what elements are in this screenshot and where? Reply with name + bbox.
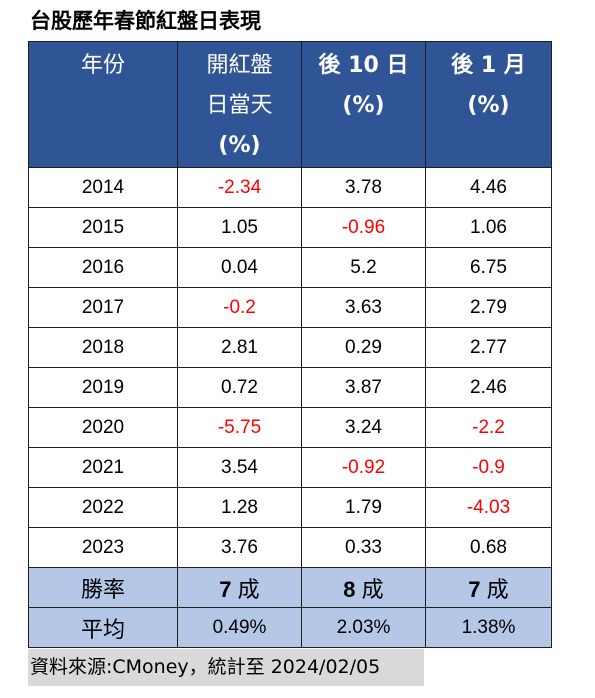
one-month-cell: 1.06	[425, 207, 552, 248]
year-cell: 2022	[28, 487, 178, 528]
one-month-cell: -4.03	[425, 487, 552, 528]
year-cell: 2016	[28, 247, 178, 288]
table-row: 2020 -5.75 3.24 -2.2	[28, 407, 552, 448]
header-day: 開紅盤 日當天 (%)	[177, 41, 302, 168]
one-month-cell: 4.46	[425, 167, 552, 208]
ten-day-cell: -0.92	[301, 447, 426, 488]
one-month-cell: 2.79	[425, 287, 552, 328]
one-month-cell: -2.2	[425, 407, 552, 448]
year-cell: 2018	[28, 327, 178, 368]
one-month-cell: 6.75	[425, 247, 552, 288]
table-row: 2023 3.76 0.33 0.68	[28, 527, 552, 568]
average-1month: 1.38%	[425, 607, 552, 648]
year-cell: 2014	[28, 167, 178, 208]
ten-day-cell: 0.33	[301, 527, 426, 568]
year-cell: 2017	[28, 287, 178, 328]
table-row: 2019 0.72 3.87 2.46	[28, 367, 552, 408]
header-10day: 後 10 日 (%)	[301, 41, 426, 168]
year-cell: 2020	[28, 407, 178, 448]
average-day: 0.49%	[177, 607, 302, 648]
ten-day-cell: 1.79	[301, 487, 426, 528]
ten-day-cell: 3.24	[301, 407, 426, 448]
ten-day-cell: 3.87	[301, 367, 426, 408]
day-cell: 3.54	[177, 447, 302, 488]
day-cell: -5.75	[177, 407, 302, 448]
header-1month: 後 1 月 (%)	[425, 41, 552, 168]
ten-day-cell: -0.96	[301, 207, 426, 248]
ten-day-cell: 3.63	[301, 287, 426, 328]
table-row: 2022 1.28 1.79 -4.03	[28, 487, 552, 528]
table-row: 2016 0.04 5.2 6.75	[28, 247, 552, 288]
ten-day-cell: 0.29	[301, 327, 426, 368]
win-rate-10day: 8 成	[301, 567, 426, 608]
day-cell: 3.76	[177, 527, 302, 568]
table-row: 2018 2.81 0.29 2.77	[28, 327, 552, 368]
header-year: 年份	[28, 41, 178, 168]
day-cell: -2.34	[177, 167, 302, 208]
win-rate-day: 7 成	[177, 567, 302, 608]
one-month-cell: 2.46	[425, 367, 552, 408]
header-row: 年份 開紅盤 日當天 (%) 後 10 日 (%) 後 1 月 (%)	[28, 41, 552, 168]
year-cell: 2021	[28, 447, 178, 488]
average-10day: 2.03%	[301, 607, 426, 648]
returns-table: 年份 開紅盤 日當天 (%) 後 10 日 (%) 後 1 月 (%) 2014…	[28, 41, 552, 648]
page-title: 台股歷年春節紅盤日表現	[30, 9, 261, 33]
day-cell: -0.2	[177, 287, 302, 328]
day-cell: 0.72	[177, 367, 302, 408]
table-row: 2017 -0.2 3.63 2.79	[28, 287, 552, 328]
ten-day-cell: 3.78	[301, 167, 426, 208]
win-rate-row: 勝率 7 成 8 成 7 成	[28, 567, 552, 608]
one-month-cell: 2.77	[425, 327, 552, 368]
day-cell: 1.05	[177, 207, 302, 248]
average-label: 平均	[28, 607, 178, 648]
one-month-cell: 0.68	[425, 527, 552, 568]
table-row: 2021 3.54 -0.92 -0.9	[28, 447, 552, 488]
day-cell: 2.81	[177, 327, 302, 368]
year-cell: 2015	[28, 207, 178, 248]
source-note: 資料來源:CMoney，統計至 2024/02/05	[28, 649, 424, 686]
average-row: 平均 0.49% 2.03% 1.38%	[28, 607, 552, 648]
year-cell: 2023	[28, 527, 178, 568]
day-cell: 1.28	[177, 487, 302, 528]
table-row: 2014 -2.34 3.78 4.46	[28, 167, 552, 208]
win-rate-1month: 7 成	[425, 567, 552, 608]
win-rate-label: 勝率	[28, 567, 178, 608]
table-row: 2015 1.05 -0.96 1.06	[28, 207, 552, 248]
ten-day-cell: 5.2	[301, 247, 426, 288]
day-cell: 0.04	[177, 247, 302, 288]
year-cell: 2019	[28, 367, 178, 408]
one-month-cell: -0.9	[425, 447, 552, 488]
